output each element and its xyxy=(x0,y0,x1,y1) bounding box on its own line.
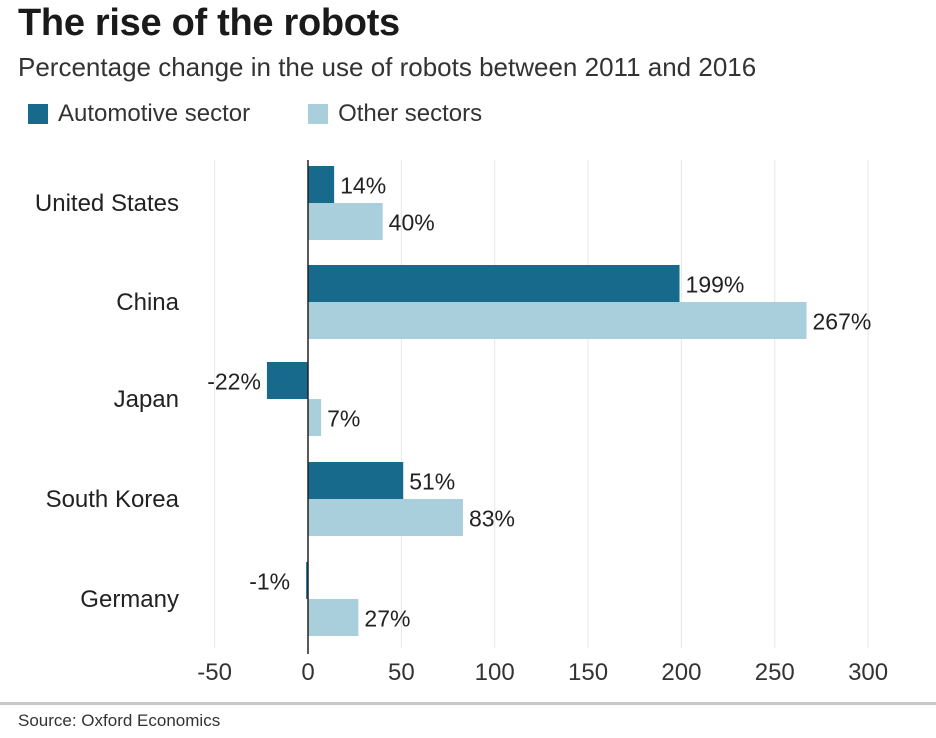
x-tick-label: 200 xyxy=(661,659,701,686)
x-tick-label: 0 xyxy=(301,659,314,686)
x-tick-label: 50 xyxy=(388,659,415,686)
bar-automotive xyxy=(308,462,404,499)
x-tick-label: 250 xyxy=(755,659,795,686)
source-note: Source: Oxford Economics xyxy=(18,711,221,730)
category-label: South Korea xyxy=(46,486,180,513)
category-label: China xyxy=(116,289,179,316)
chart-subtitle: Percentage change in the use of robots b… xyxy=(18,52,757,82)
footer-divider xyxy=(0,702,936,705)
data-label: 14% xyxy=(340,173,386,199)
x-tick-label: 300 xyxy=(848,659,888,686)
legend-label-automotive: Automotive sector xyxy=(58,100,251,127)
category-label: Japan xyxy=(114,386,179,413)
x-tick-label: -50 xyxy=(197,659,232,686)
x-tick-label: 100 xyxy=(475,659,515,686)
legend-swatch-other xyxy=(308,104,329,124)
data-label: 267% xyxy=(812,309,871,335)
bar-other xyxy=(308,203,383,240)
bar-other xyxy=(308,302,807,339)
data-label: -22% xyxy=(207,369,261,395)
x-tick-label: 150 xyxy=(568,659,608,686)
data-label: 51% xyxy=(409,469,455,495)
category-label: Germany xyxy=(80,586,179,613)
legend-swatch-automotive xyxy=(28,104,48,124)
category-label: United States xyxy=(35,190,179,217)
bar-other xyxy=(308,599,359,636)
bar-other xyxy=(308,499,463,536)
data-label: 27% xyxy=(364,606,410,632)
data-label: 199% xyxy=(686,272,745,298)
data-label: 40% xyxy=(389,210,435,236)
bar-automotive xyxy=(308,265,680,302)
data-label: -1% xyxy=(249,569,290,595)
legend: Automotive sector Other sectors xyxy=(28,100,540,128)
legend-item-other: Other sectors xyxy=(308,100,482,128)
bar-automotive xyxy=(266,362,308,399)
bar-automotive xyxy=(308,166,335,203)
data-label: 83% xyxy=(469,506,515,532)
data-label: 7% xyxy=(327,406,360,432)
bar-automotive xyxy=(306,562,309,599)
legend-item-automotive: Automotive sector xyxy=(28,100,250,128)
chart-title: The rise of the robots xyxy=(18,2,400,44)
legend-label-other: Other sectors xyxy=(338,100,483,127)
bar-other xyxy=(308,399,322,436)
